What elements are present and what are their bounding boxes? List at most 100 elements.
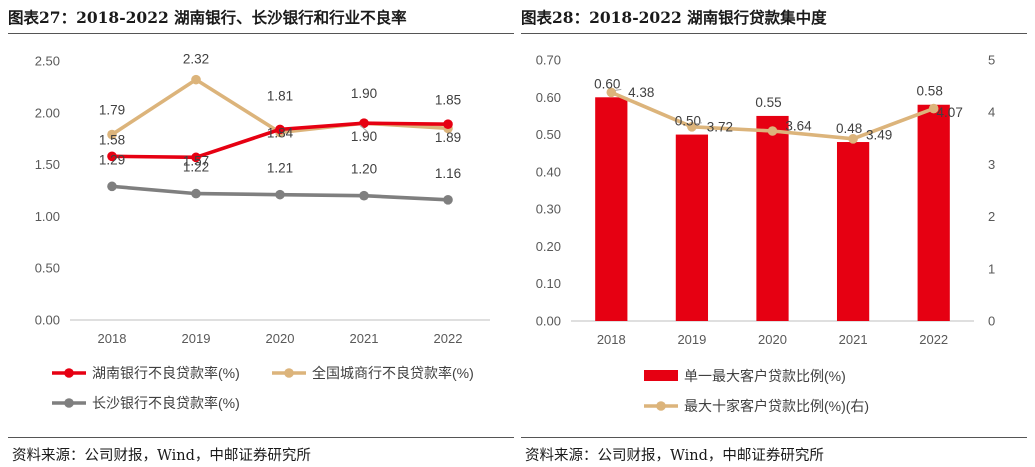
data-label: 1.57	[183, 153, 209, 168]
data-label: 1.90	[351, 129, 377, 144]
y-left-tick-label: 0.00	[536, 314, 561, 329]
bar-data-label: 0.50	[675, 114, 701, 129]
legend-label: 湖南银行不良贷款率(%)	[92, 365, 240, 381]
x-tick-label: 2022	[434, 331, 463, 346]
data-label: 1.81	[267, 88, 293, 103]
x-tick-label: 2022	[919, 332, 948, 347]
y-left-tick-label: 0.20	[536, 239, 561, 254]
series-point	[107, 129, 117, 140]
x-tick-label: 2018	[98, 331, 127, 346]
data-label: 1.79	[99, 103, 125, 118]
left-source-rule	[8, 437, 514, 438]
data-label: 1.16	[435, 166, 461, 181]
data-label: 1.85	[435, 92, 461, 107]
data-label: 1.58	[99, 132, 125, 147]
y-right-tick-label: 4	[988, 105, 995, 120]
data-label: 1.29	[99, 152, 125, 167]
legend-label: 最大十家客户贷款比例(%)(右)	[684, 398, 869, 414]
bar	[675, 134, 709, 321]
data-label: 2.32	[183, 52, 209, 67]
x-tick-label: 2021	[350, 331, 379, 346]
y-left-tick-label: 0.60	[536, 90, 561, 105]
legend-label: 单一最大客户贷款比例(%)	[684, 368, 846, 384]
bar	[756, 115, 789, 321]
right-source-note: 资料来源：公司财报，Wind，中邮证券研究所	[525, 448, 824, 464]
y-right-tick-label: 5	[988, 53, 995, 68]
y-tick-label: 1.50	[35, 157, 60, 172]
data-label: 1.20	[351, 162, 377, 177]
y-right-tick-label: 1	[988, 261, 995, 276]
left-chart: 0.00 0.50 1.00 1.50 2.00 2.50 2018 2019 2020 2021…	[35, 52, 490, 411]
x-tick-label: 2019	[182, 331, 211, 346]
y-left-tick-label: 0.50	[536, 127, 561, 142]
y-right-tick-label: 3	[988, 157, 995, 172]
left-panel: 图表27：2018-2022 湖南银行、长沙银行和行业不良率 0.00 0.50 1…	[8, 0, 514, 467]
left-source-note: 资料来源：公司财报，Wind，中邮证券研究所	[12, 448, 311, 464]
bar-data-label: 0.55	[755, 95, 781, 110]
label-leader-line	[615, 88, 622, 91]
series-point	[443, 195, 453, 205]
data-label: 1.21	[267, 161, 293, 176]
y-right-tick-label: 2	[988, 209, 995, 224]
bar-data-label: 0.58	[917, 84, 943, 99]
series-point	[767, 126, 778, 136]
data-label: 1.90	[351, 86, 377, 101]
y-tick-label: 0.00	[35, 313, 60, 328]
series-point	[107, 151, 117, 162]
y-right-tick-label: 0	[988, 314, 995, 329]
line-data-label: 3.49	[866, 127, 892, 142]
legend-swatch-marker	[656, 401, 666, 411]
right-source-rule	[521, 437, 1027, 438]
legend-label: 长沙银行不良贷款率(%)	[92, 395, 240, 411]
data-label: 1.22	[183, 160, 209, 175]
bar	[595, 97, 628, 322]
right-panel: 图表28：2018-2022 湖南银行贷款集中度 0.00 0.10 0.20 0.3…	[521, 0, 1027, 467]
x-tick-label: 2018	[597, 332, 626, 347]
bar	[836, 142, 870, 321]
series-point	[359, 118, 369, 128]
bar	[917, 104, 950, 321]
y-tick-label: 2.00	[35, 105, 60, 120]
series-point	[191, 188, 201, 199]
right-title-rule	[521, 33, 1027, 34]
legend-label: 全国城商行不良贷款率(%)	[312, 365, 474, 381]
left-title-rule	[8, 33, 514, 34]
data-label: 1.84	[267, 125, 294, 140]
data-label: 1.89	[435, 130, 461, 145]
series-point	[275, 124, 285, 135]
series-point	[191, 74, 201, 85]
y-tick-label: 0.50	[35, 261, 60, 276]
x-tick-label: 2019	[677, 332, 706, 347]
y-tick-label: 2.50	[35, 54, 60, 69]
label-leader-line	[359, 124, 369, 133]
line-data-label: 3.64	[785, 118, 812, 133]
series-point	[275, 189, 285, 200]
series-point	[443, 119, 453, 129]
y-left-tick-label: 0.30	[536, 202, 561, 217]
y-left-tick-label: 0.70	[536, 53, 561, 68]
left-chart-title: 图表27：2018-2022 湖南银行、长沙银行和行业不良率	[8, 8, 407, 27]
y-tick-label: 1.00	[35, 209, 60, 224]
right-chart: 0.00 0.10 0.20 0.30 0.40 0.50 0.60 0.70 0 1 2 3 4 5 20…	[536, 53, 996, 415]
line-data-label: 4.07	[937, 105, 963, 120]
series-point	[107, 181, 117, 192]
series-point	[848, 134, 858, 144]
y-left-tick-label: 0.10	[536, 276, 561, 291]
x-tick-label: 2021	[839, 332, 868, 347]
series-point	[928, 103, 939, 114]
label-leader-line	[695, 122, 702, 125]
bar-data-label: 0.60	[594, 76, 620, 91]
legend-swatch-marker	[64, 398, 74, 408]
x-tick-label: 2020	[266, 331, 295, 346]
series-point	[359, 190, 369, 201]
bar-data-label: 0.48	[836, 121, 862, 136]
x-tick-label: 2020	[758, 332, 787, 347]
legend-swatch-marker	[64, 368, 74, 378]
line-data-label: 3.72	[707, 119, 733, 134]
series-point	[687, 122, 697, 132]
legend-swatch-marker	[284, 368, 294, 378]
y-left-tick-label: 0.40	[536, 164, 561, 179]
series-point	[191, 152, 201, 163]
right-chart-title: 图表28：2018-2022 湖南银行贷款集中度	[521, 8, 827, 27]
series-point	[606, 87, 617, 98]
